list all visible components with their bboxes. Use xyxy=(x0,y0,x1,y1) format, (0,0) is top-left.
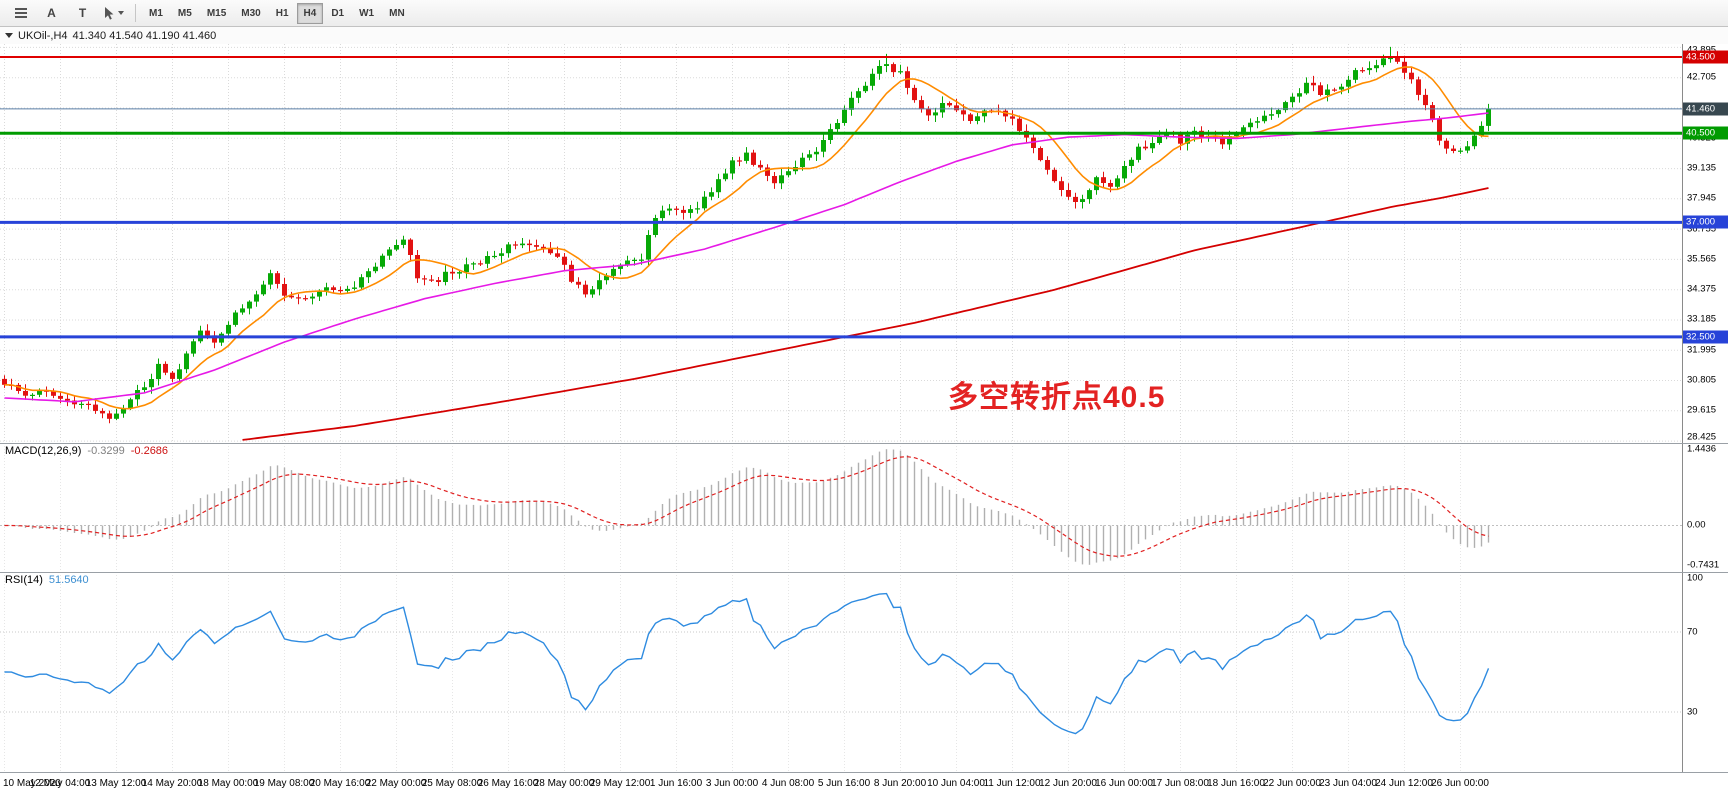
timeframe-button-m30[interactable]: M30 xyxy=(241,7,261,19)
macd-name: MACD(12,26,9) xyxy=(5,445,82,457)
price-level-badge: 43.500 xyxy=(1683,50,1728,64)
time-axis-label: 17 Jun 08:00 xyxy=(1151,778,1209,789)
main-chart-panel: 多空转折点40.5 43.89542.70541.51540.32539.135… xyxy=(0,44,1728,443)
price-axis-label: 33.185 xyxy=(1687,313,1717,325)
chevron-down-icon xyxy=(117,11,124,15)
time-axis-label: 18 Jun 16:00 xyxy=(1207,778,1265,789)
panel-splitter[interactable] xyxy=(0,572,1728,573)
toolbar-separator xyxy=(135,4,136,22)
price-axis-label: 37.945 xyxy=(1687,192,1717,204)
cursor-tool-button[interactable] xyxy=(98,2,129,25)
text-label-button[interactable]: T xyxy=(78,6,87,20)
timeframe-button-h4[interactable]: H4 xyxy=(296,2,324,24)
timeframe-button-d1[interactable]: D1 xyxy=(331,7,345,19)
time-axis-label: 16 Jun 00:00 xyxy=(1095,778,1153,789)
rsi-axis-label: 100 xyxy=(1687,572,1703,584)
macd-panel: MACD(12,26,9) -0.3299 -0.2686 1.4436 0.00 -0… xyxy=(0,443,1728,572)
time-axis-label: 13 May 12:00 xyxy=(85,778,147,789)
symbol-period-label: UKOil-,H4 xyxy=(18,29,68,42)
time-axis-label: 11 Jun 12:00 xyxy=(983,778,1041,789)
macd-axis-label: 0.00 xyxy=(1687,519,1706,531)
price-axis-label: 30.805 xyxy=(1687,374,1717,386)
timeframe-button-m15[interactable]: M15 xyxy=(206,7,227,19)
time-axis-label: 4 Jun 08:00 xyxy=(761,778,815,789)
time-axis-label: 20 May 16:00 xyxy=(309,778,371,789)
time-axis-label: 12 Jun 20:00 xyxy=(1039,778,1097,789)
time-axis-label: 22 May 00:00 xyxy=(365,778,427,789)
time-axis: 10 May 2020 12 May 04:00 13 May 12:00 14 Ma… xyxy=(0,772,1728,793)
timeframe-button-m1[interactable]: M1 xyxy=(149,7,163,19)
timeframe-button-mn[interactable]: MN xyxy=(389,7,405,19)
price-level-badge: 41.460 xyxy=(1683,102,1728,116)
panel-splitter[interactable] xyxy=(0,772,1728,773)
candlestick-chart[interactable] xyxy=(0,44,1728,443)
time-axis-label: 10 May 2020 xyxy=(3,778,61,789)
timeframe-button-w1[interactable]: W1 xyxy=(359,7,375,19)
price-axis-label: 29.615 xyxy=(1687,404,1717,416)
time-axis-label: 14 May 20:00 xyxy=(141,778,203,789)
cursor-icon xyxy=(104,6,113,20)
time-axis-label: 8 Jun 20:00 xyxy=(873,778,927,789)
macd-axis-label: -0.7431 xyxy=(1687,559,1720,571)
time-axis-label: 22 Jun 00:00 xyxy=(1263,778,1321,789)
time-axis-label: 25 May 08:00 xyxy=(421,778,483,789)
time-axis-label: 12 May 04:00 xyxy=(29,778,91,789)
panel-splitter[interactable] xyxy=(0,443,1728,444)
macd-label: MACD(12,26,9) -0.3299 -0.2686 xyxy=(5,445,168,457)
price-axis-label: 34.375 xyxy=(1687,283,1717,295)
rsi-value: 51.5640 xyxy=(48,574,89,586)
rsi-name: RSI(14) xyxy=(5,574,43,586)
macd-signal-value: -0.2686 xyxy=(130,445,169,457)
price-axis-label: 31.995 xyxy=(1687,344,1717,356)
time-axis-label: 26 Jun 00:00 xyxy=(1431,778,1489,789)
rsi-panel: RSI(14) 51.5640 100 70 30 xyxy=(0,572,1728,772)
timeframe-button-h1[interactable]: H1 xyxy=(275,7,289,19)
time-axis-label: 28 May 00:00 xyxy=(533,778,595,789)
menu-button[interactable] xyxy=(5,2,36,25)
price-level-badge: 32.500 xyxy=(1683,330,1728,344)
price-axis-label: 39.135 xyxy=(1687,162,1717,174)
price-level-badge: 37.000 xyxy=(1683,215,1728,229)
ohlc-values: 41.340 41.540 41.190 41.460 xyxy=(72,29,217,42)
menu-icon xyxy=(14,6,27,20)
time-axis-label: 18 May 00:00 xyxy=(197,778,259,789)
time-axis-label: 26 May 16:00 xyxy=(477,778,539,789)
rsi-label: RSI(14) 51.5640 xyxy=(5,574,89,586)
timeframe-button-m5[interactable]: M5 xyxy=(177,7,192,19)
time-axis-label: 5 Jun 16:00 xyxy=(817,778,871,789)
price-level-badge: 40.500 xyxy=(1683,126,1728,140)
time-axis-label: 1 Jun 16:00 xyxy=(649,778,703,789)
rsi-axis-label: 30 xyxy=(1687,706,1698,718)
macd-chart[interactable] xyxy=(0,443,1728,572)
rsi-axis-label: 70 xyxy=(1687,626,1698,638)
toolbar: A T M1 M5 M15 M30 H1 H4 D1 W1 MN xyxy=(0,0,1728,27)
rsi-chart[interactable] xyxy=(0,572,1728,772)
time-axis-label: 10 Jun 04:00 xyxy=(927,778,985,789)
price-axis-label: 35.565 xyxy=(1687,253,1717,265)
time-axis-label: 24 Jun 12:00 xyxy=(1375,778,1433,789)
text-annotation-button[interactable]: A xyxy=(47,6,56,20)
chart-header: UKOil-,H4 41.340 41.540 41.190 41.460 xyxy=(0,27,1728,44)
time-axis-label: 29 May 12:00 xyxy=(589,778,651,789)
collapse-chart-icon[interactable] xyxy=(5,33,13,38)
price-axis-label: 42.705 xyxy=(1687,71,1717,83)
time-axis-label: 3 Jun 00:00 xyxy=(705,778,759,789)
price-axis-label: 43.895 xyxy=(1687,45,1716,56)
macd-main-value: -0.3299 xyxy=(87,445,125,457)
price-axis-label: 28.425 xyxy=(1687,431,1717,443)
macd-axis-label: 1.4436 xyxy=(1687,443,1717,455)
time-axis-label: 23 Jun 04:00 xyxy=(1319,778,1377,789)
timeframe-group: M1 M5 M15 M30 H1 H4 D1 W1 MN xyxy=(142,2,412,24)
chart-annotation-text[interactable]: 多空转折点40.5 xyxy=(948,381,1166,414)
time-axis-label: 19 May 08:00 xyxy=(253,778,315,789)
